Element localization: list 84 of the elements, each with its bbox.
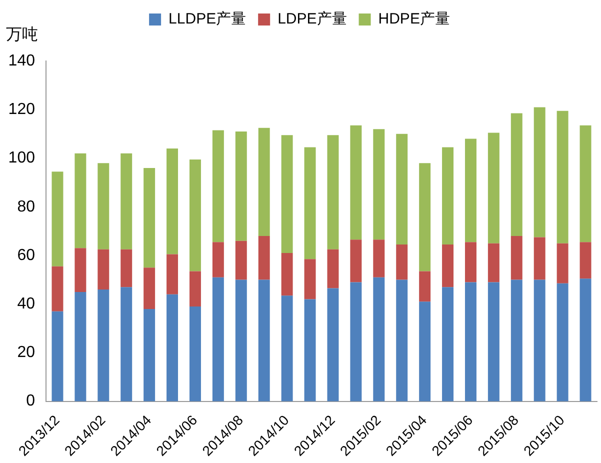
bar [281, 296, 293, 402]
bar [534, 107, 546, 238]
bar [350, 240, 362, 282]
bar [510, 280, 522, 402]
bar [464, 242, 476, 282]
bar [327, 288, 339, 402]
bar [419, 163, 431, 272]
bar [580, 242, 592, 279]
bar [120, 287, 132, 402]
bar [580, 125, 592, 242]
bar [281, 253, 293, 296]
bar [373, 129, 385, 240]
bar [488, 132, 500, 244]
bar [580, 278, 592, 402]
bar [396, 280, 408, 402]
bar [166, 294, 178, 402]
bar [212, 277, 224, 402]
bar [304, 259, 316, 300]
bar [534, 280, 546, 402]
legend-label: LDPE产量 [278, 10, 347, 28]
bar [350, 282, 362, 402]
bar [464, 138, 476, 242]
bar [304, 147, 316, 260]
bar [74, 153, 86, 248]
bar [556, 283, 568, 402]
bar [235, 132, 247, 241]
bar [212, 242, 224, 278]
bar [166, 254, 178, 294]
bar [74, 292, 86, 402]
bar [258, 236, 270, 280]
y-tick-label: 60 [17, 246, 36, 264]
bar [166, 148, 178, 254]
bar [304, 299, 316, 402]
bar [419, 271, 431, 302]
y-tick-label: 20 [17, 344, 36, 362]
bar [488, 243, 500, 282]
bar [212, 130, 224, 242]
bar [235, 240, 247, 280]
bar [442, 147, 454, 245]
legend-label: HDPE产量 [378, 10, 450, 28]
bar [442, 287, 454, 402]
bar [120, 249, 132, 288]
bar [52, 311, 64, 402]
bar [373, 277, 385, 402]
y-tick-label: 140 [8, 52, 36, 70]
bar [98, 290, 110, 402]
bar [98, 249, 110, 290]
y-axis-title: 万吨 [6, 25, 38, 44]
legend-label: LLDPE产量 [168, 10, 246, 28]
bar [534, 237, 546, 280]
bar [464, 282, 476, 402]
bar [144, 268, 156, 309]
bar [189, 271, 201, 307]
y-tick-label: 0 [26, 392, 36, 410]
bar [74, 248, 86, 292]
bar [396, 134, 408, 245]
bar [350, 125, 362, 240]
bar [235, 280, 247, 402]
bar [419, 302, 431, 402]
bar [52, 172, 64, 266]
y-tick-label: 80 [17, 198, 36, 216]
bar [120, 153, 132, 250]
bar [396, 244, 408, 280]
y-tick-label: 100 [8, 150, 36, 167]
bar [281, 135, 293, 254]
bar [442, 244, 454, 288]
y-tick-label: 120 [8, 101, 36, 118]
bar [189, 159, 201, 272]
bar [258, 280, 270, 402]
bar [144, 168, 156, 268]
bar [556, 243, 568, 284]
y-tick-label: 40 [17, 296, 36, 313]
bar [510, 236, 522, 280]
bar [144, 308, 156, 402]
bar [189, 306, 201, 402]
bar [52, 266, 64, 312]
bar [258, 128, 270, 236]
bar [510, 113, 522, 236]
bar [488, 282, 500, 402]
bar [327, 249, 339, 288]
bar [556, 110, 568, 244]
bar [373, 240, 385, 278]
bar [98, 163, 110, 250]
bar [327, 135, 339, 250]
